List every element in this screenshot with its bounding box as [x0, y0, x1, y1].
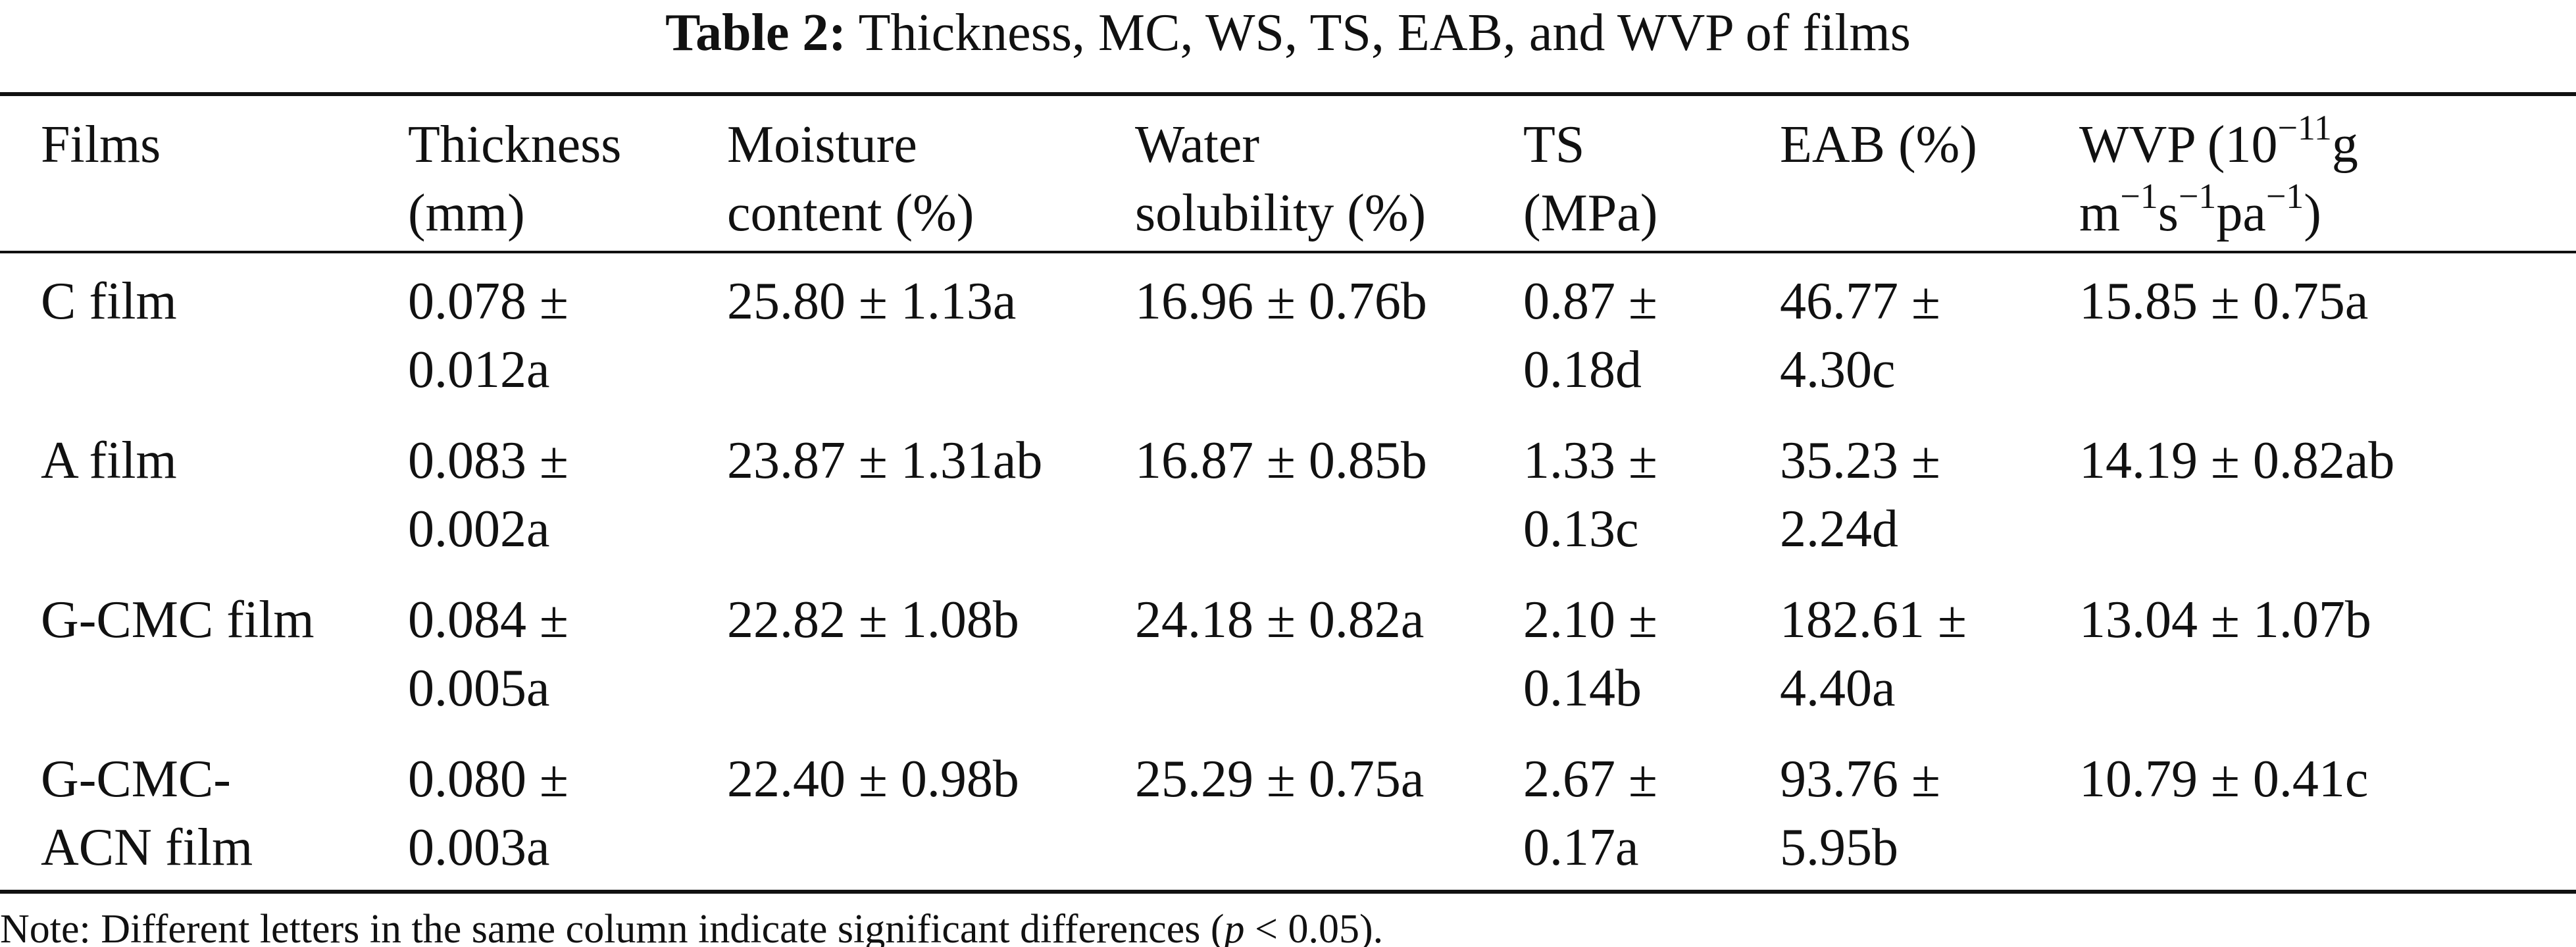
cell-ts: 2.67 ±0.17a	[1523, 750, 1657, 877]
top-rule	[0, 92, 2576, 96]
cell-film: C film	[41, 272, 177, 330]
cell-moisture: 22.82 ± 1.08b	[727, 591, 1019, 649]
header-eab: EAB (%)	[1780, 116, 1977, 174]
cell-moisture: 23.87 ± 1.31ab	[727, 432, 1043, 490]
table-caption: Table 2: Thickness, MC, WS, TS, EAB, and…	[0, 0, 2576, 79]
cell-wvp: 10.79 ± 0.41c	[2079, 750, 2369, 808]
header-wvp: WVP (10−11g m−1s−1pa−1)	[2079, 108, 2358, 242]
cell-solubility: 16.96 ± 0.76b	[1135, 272, 1427, 330]
table-row: G-CMC film 0.084 ±0.005a 22.82 ± 1.08b 2…	[0, 566, 2576, 725]
cell-wvp: 14.19 ± 0.82ab	[2079, 432, 2395, 490]
cell-thickness: 0.080 ±0.003a	[408, 750, 568, 877]
cell-eab: 93.76 ±5.95b	[1780, 750, 1940, 877]
cell-ts: 2.10 ±0.14b	[1523, 591, 1657, 717]
cell-eab: 35.23 ±2.24d	[1780, 432, 1940, 558]
cell-moisture: 25.80 ± 1.13a	[727, 272, 1017, 330]
cell-thickness: 0.078 ±0.012a	[408, 272, 568, 399]
cell-thickness: 0.083 ±0.002a	[408, 432, 568, 558]
table-row: A film 0.083 ±0.002a 23.87 ± 1.31ab 16.8…	[0, 407, 2576, 566]
cell-film: G-CMC film	[41, 591, 315, 649]
cell-solubility: 24.18 ± 0.82a	[1135, 591, 1425, 649]
cell-eab: 182.61 ±4.40a	[1780, 591, 1967, 717]
header-row: Films Thickness (mm) Moisture content (%…	[0, 96, 2576, 247]
cell-ts: 0.87 ±0.18d	[1523, 272, 1657, 399]
bottom-rule	[0, 890, 2576, 894]
cell-ts: 1.33 ±0.13c	[1523, 432, 1657, 558]
cell-solubility: 25.29 ± 0.75a	[1135, 750, 1425, 808]
header-solubility: Water solubility (%)	[1135, 116, 1427, 242]
cell-wvp: 15.85 ± 0.75a	[2079, 272, 2369, 330]
note-p-italic: p	[1224, 907, 1245, 947]
table-note: Note: Different letters in the same colu…	[0, 903, 2576, 947]
cell-moisture: 22.40 ± 0.98b	[727, 750, 1019, 808]
table-label: Table 2:	[665, 4, 847, 62]
cell-solubility: 16.87 ± 0.85b	[1135, 432, 1427, 490]
cell-film: A film	[41, 432, 177, 490]
table-row: G-CMC- ACN film 0.080 ±0.003a 22.40 ± 0.9…	[0, 725, 2576, 884]
cell-film: G-CMC- ACN film	[41, 750, 253, 877]
header-films: Films	[41, 116, 161, 174]
header-rule	[0, 251, 2576, 253]
data-table: Films Thickness (mm) Moisture content (%…	[0, 96, 2576, 884]
header-thickness: Thickness (mm)	[408, 116, 622, 242]
cell-eab: 46.77 ±4.30c	[1780, 272, 1940, 399]
cell-thickness: 0.084 ±0.005a	[408, 591, 568, 717]
header-moisture: Moisture content (%)	[727, 116, 974, 242]
cell-wvp: 13.04 ± 1.07b	[2079, 591, 2371, 649]
table-title: Thickness, MC, WS, TS, EAB, and WVP of f…	[858, 4, 1911, 62]
header-ts: TS (MPa)	[1523, 116, 1658, 242]
table-row: C film 0.078 ±0.012a 25.80 ± 1.13a 16.96…	[0, 247, 2576, 407]
